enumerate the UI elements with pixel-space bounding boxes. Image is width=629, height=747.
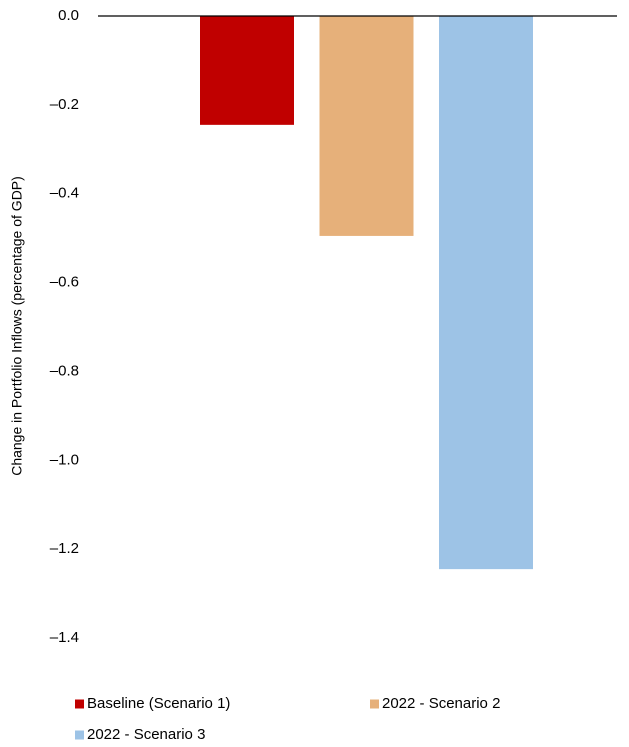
bar [439, 16, 533, 570]
legend-label: 2022 - Scenario 2 [382, 695, 500, 712]
y-tick-label: 0.0 [58, 7, 79, 24]
y-axis-title: Change in Portfolio Inflows (percentage … [9, 176, 25, 476]
bar [200, 16, 294, 125]
y-tick-label: –0.8 [50, 362, 79, 379]
legend-marker [370, 699, 379, 709]
y-tick-label: –1.0 [50, 451, 79, 468]
y-tick-label: –0.2 [50, 96, 79, 113]
legend-label: 2022 - Scenario 3 [87, 726, 205, 743]
legend-label: Baseline (Scenario 1) [87, 695, 230, 712]
y-tick-label: –0.6 [50, 274, 79, 291]
y-tick-label: –1.2 [50, 540, 79, 557]
y-tick-label: –1.4 [50, 629, 79, 646]
legend-marker [75, 730, 84, 740]
legend-marker [75, 699, 84, 709]
y-tick-label: –0.4 [50, 185, 79, 202]
bar [319, 16, 414, 236]
